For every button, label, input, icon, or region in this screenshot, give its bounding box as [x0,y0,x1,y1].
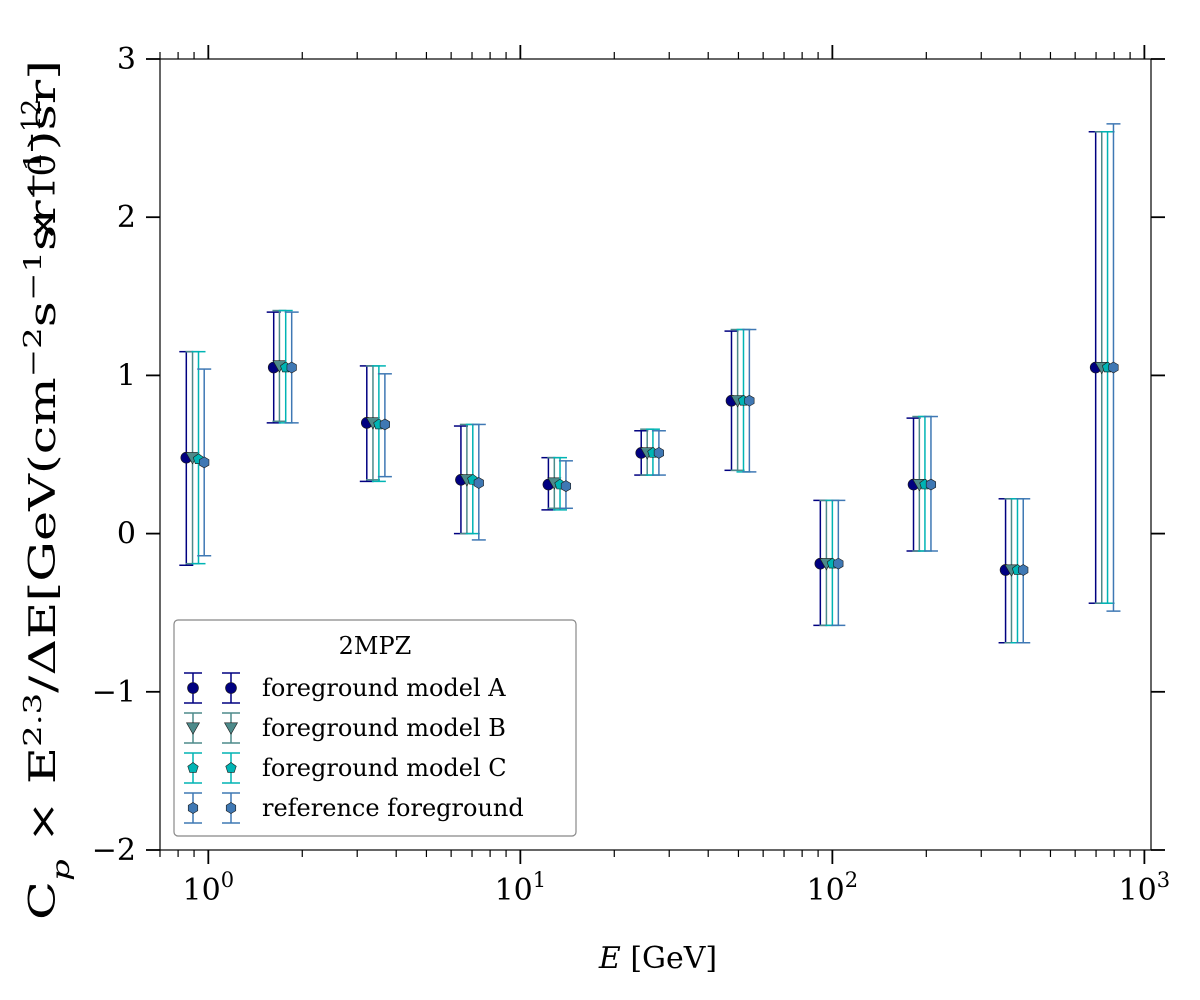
y-label-superscript: −2 [19,327,47,377]
y-axis-multiplier: × 10−12 [17,99,64,241]
x-tick-exponent: 2 [845,868,858,892]
y-tick-label: 2 [117,200,136,235]
data-point [1108,361,1119,374]
y-tick-label: 3 [117,42,136,77]
legend-marker [225,802,237,814]
data-point [925,478,937,491]
y-label-text: /ΔE[GeV(cm [23,377,64,693]
y-label-superscript: −1 [19,251,47,301]
series-4 [197,123,1121,644]
legend-marker [187,682,199,694]
y-tick-label: −1 [92,675,136,710]
legend-label: foreground model A [262,674,506,702]
legend-marker [223,722,239,735]
x-tick-mantissa: 10 [807,873,845,908]
y-axis-label: Cp × E2.3/ΔE[GeV(cm−2s−1sr−1)sr] [19,60,75,920]
data-point [286,361,297,374]
legend-title: 2MPZ [339,632,412,660]
x-tick-label: 103 [1119,868,1171,908]
y-multiplier-label: × 10−12 [17,99,64,241]
y-label-superscript: 2.3 [19,693,47,747]
y-label-superscript: −1 [19,150,47,200]
legend-marker [187,762,199,773]
x-tick-mantissa: 10 [183,873,221,908]
plot-frame [159,58,1152,851]
x-tick-label: 100 [183,868,235,908]
data-point [379,418,390,431]
x-tick-label: 102 [807,868,859,908]
legend-entry: reference foreground [184,792,524,824]
y-label-text: s [23,301,64,327]
x-tick-mantissa: 10 [1119,873,1157,908]
legend-marker [225,762,237,773]
x-tick-label: 101 [495,868,547,908]
legend-entry: foreground model B [184,712,506,744]
legend: 2MPZ foreground model A foreground model B… [173,619,577,837]
x-tick-exponent: 3 [1157,868,1170,892]
y-label-text: C [23,881,64,920]
legend-label: foreground model B [262,714,506,742]
data-point [1018,564,1029,576]
data-point [199,456,210,469]
y-label-text: )sr] [23,60,64,150]
x-axis-unit: [GeV] [630,941,717,976]
plot-area [179,123,1121,644]
y-label-text: × E [23,747,64,859]
x-tick-mantissa: 10 [495,873,533,908]
x-tick-exponent: 1 [533,868,546,892]
y-tick-label: −2 [92,833,136,868]
y-label-text: sr [23,199,64,251]
y-tick-label: 1 [117,358,136,393]
series-1 [179,131,1103,644]
legend-marker [185,722,201,735]
legend-entry: foreground model A [184,672,506,704]
data-point [744,394,755,407]
data-point [560,480,572,492]
legend-entry: foreground model C [184,752,507,784]
legend-marker [187,802,199,814]
legend-label: foreground model C [262,754,507,782]
legend-box [173,619,577,837]
y-multiplier-exponent: −12 [17,99,47,154]
data-point [653,447,664,459]
x-tick-exponent: 0 [221,868,234,892]
y-tick-label: 0 [117,517,136,552]
legend-marker [225,682,237,694]
series-2 [185,131,1109,644]
legend-label: reference foreground [262,794,524,822]
data-point [833,557,844,570]
y-label-subscript: p [47,859,75,881]
data-point [473,477,484,489]
y-multiplier-text: × 10 [23,154,64,241]
x-axis-title: E [GeV] [598,941,717,976]
x-axis-symbol: E [598,941,630,976]
y-axis-title: Cp × E2.3/ΔE[GeV(cm−2s−1sr−1)sr] [19,60,75,920]
